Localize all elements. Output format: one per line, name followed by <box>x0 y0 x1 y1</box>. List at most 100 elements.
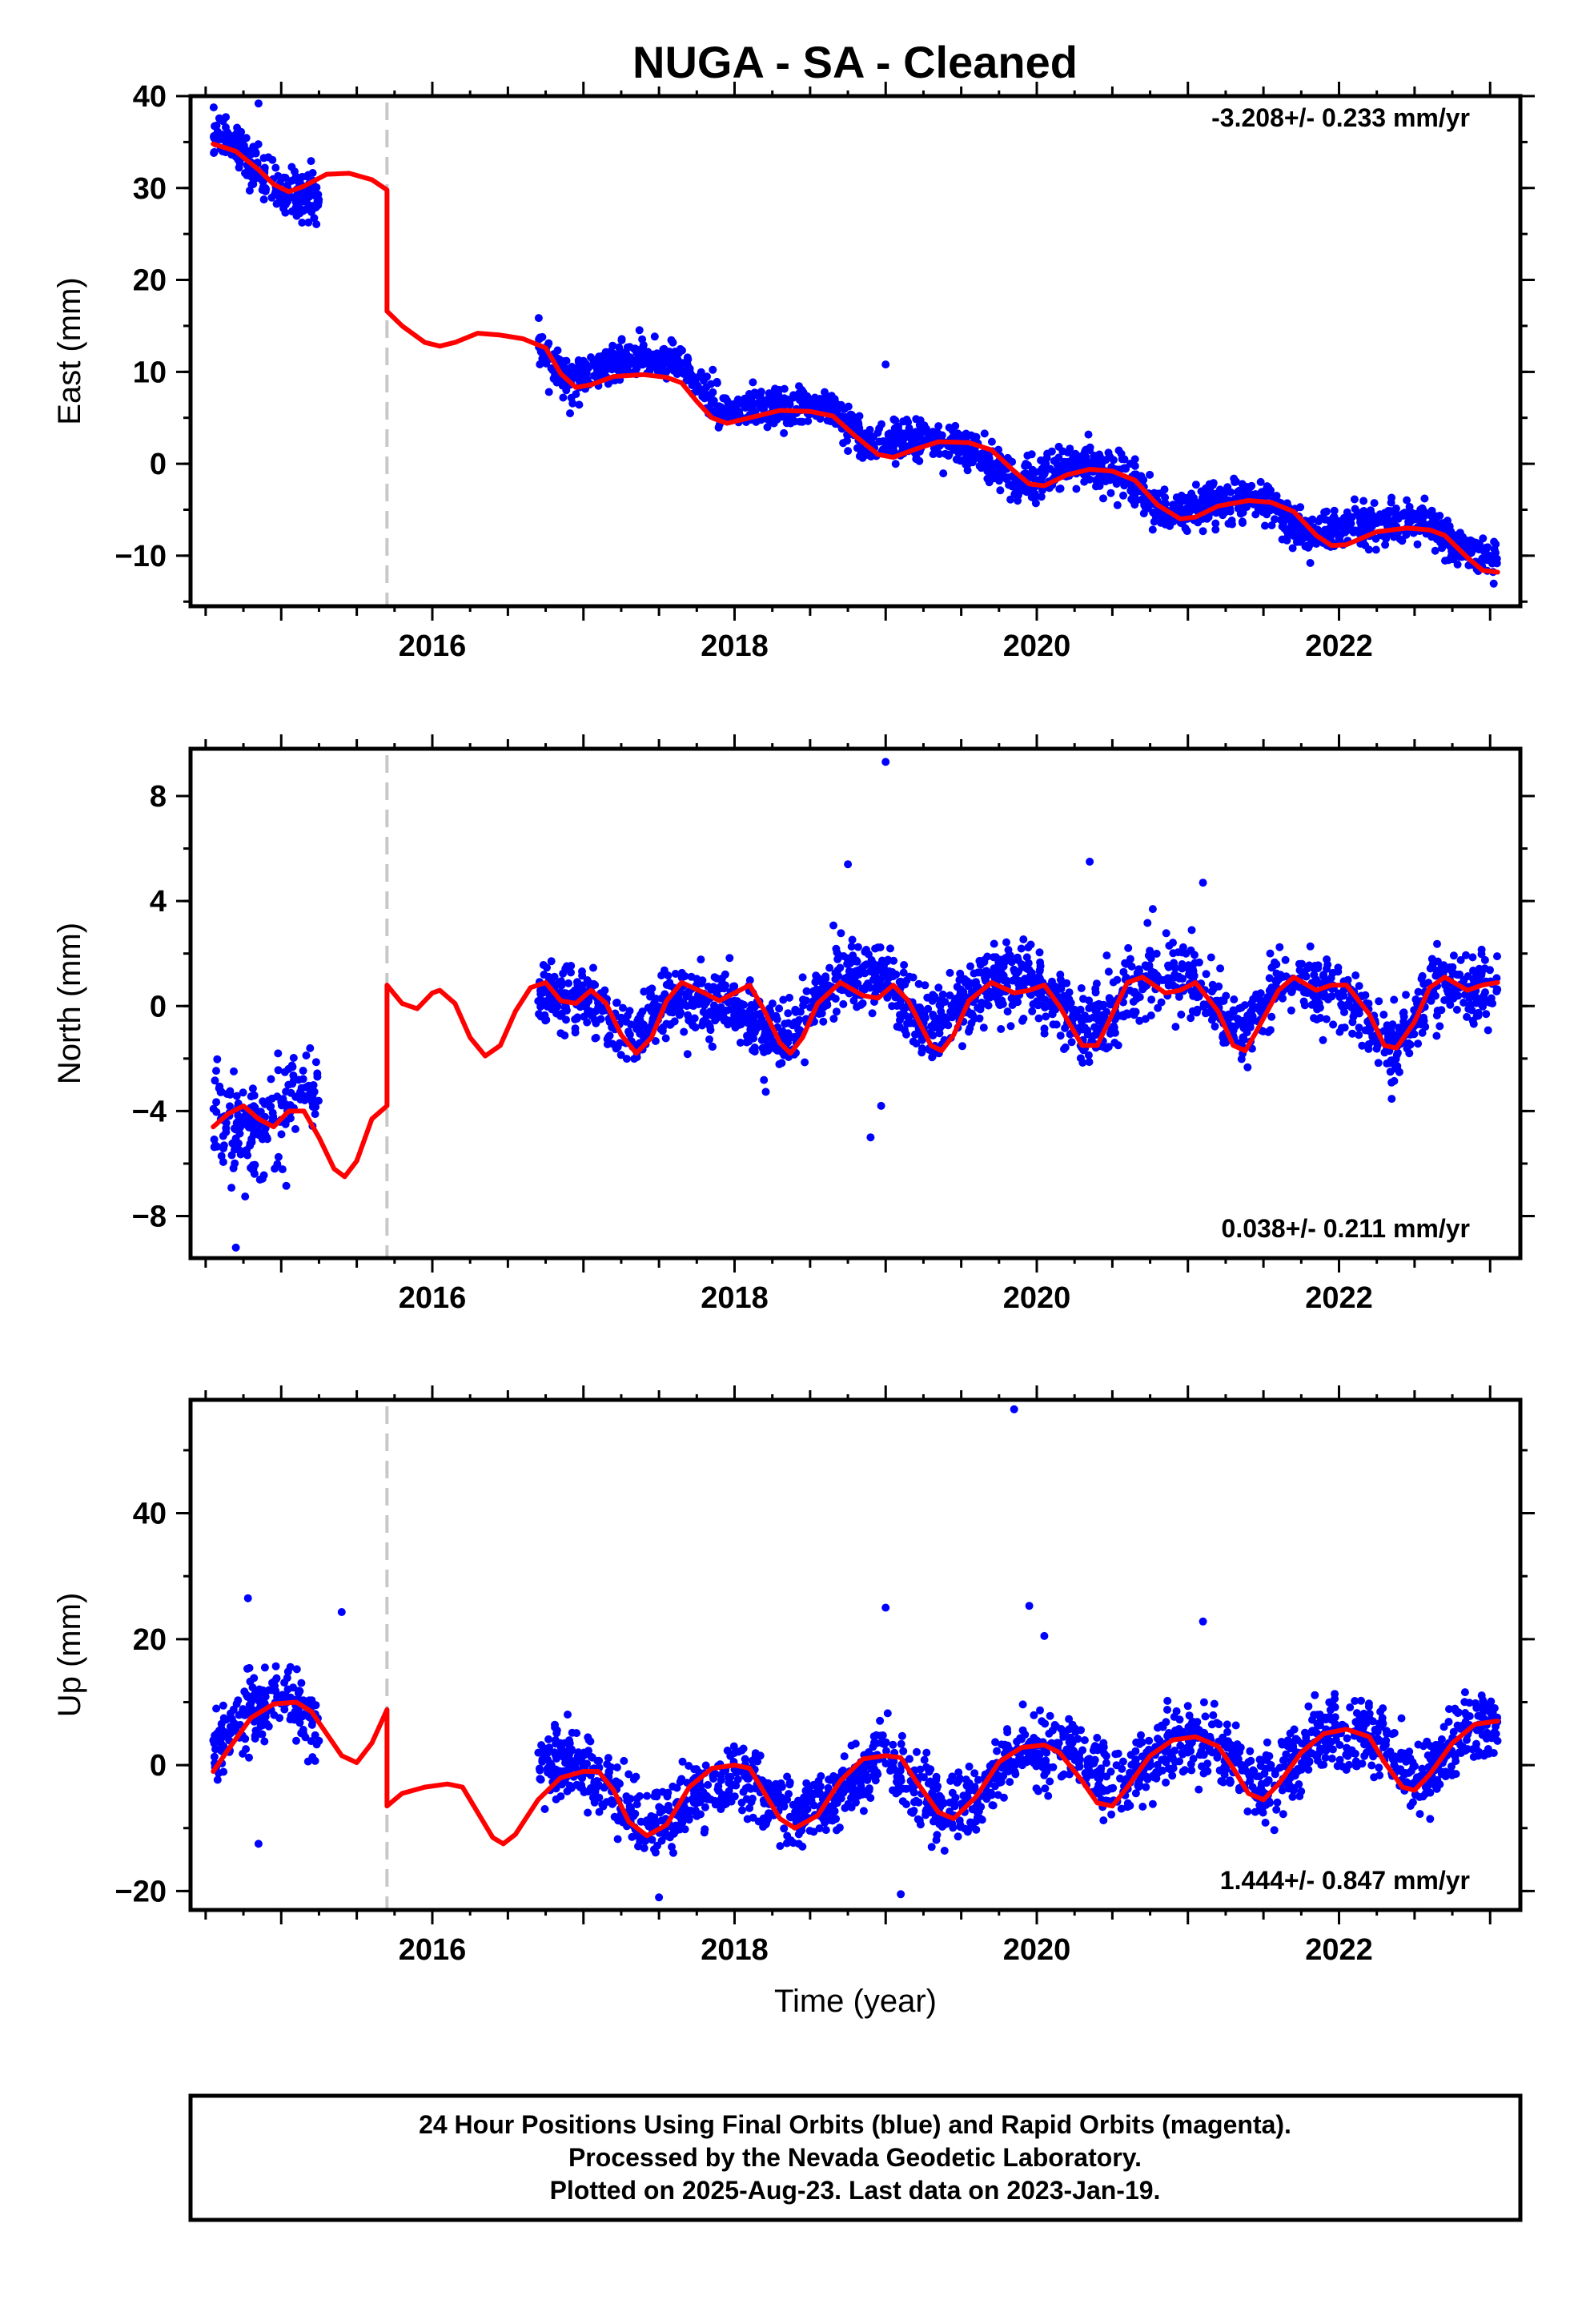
data-point <box>281 208 290 217</box>
data-point <box>1102 951 1111 960</box>
data-point <box>1487 553 1496 562</box>
data-point <box>1456 955 1465 964</box>
data-point <box>292 211 301 220</box>
data-point <box>616 1039 624 1047</box>
data-point <box>1019 935 1028 943</box>
data-point <box>1002 938 1010 947</box>
data-point <box>603 1035 612 1043</box>
data-point <box>1080 477 1089 486</box>
data-point <box>587 353 595 362</box>
data-point <box>1086 446 1094 455</box>
data-point <box>974 968 982 977</box>
data-point <box>916 416 925 424</box>
data-point <box>296 193 305 202</box>
data-point <box>1199 1003 1208 1011</box>
data-point <box>1493 952 1501 961</box>
data-point <box>1178 960 1186 968</box>
data-point <box>829 1015 838 1023</box>
data-point <box>568 399 577 408</box>
data-point <box>868 1009 877 1018</box>
data-point <box>1452 1005 1461 1014</box>
data-point <box>956 986 965 995</box>
data-point <box>904 418 913 427</box>
data-point <box>1092 482 1100 491</box>
data-point <box>1477 968 1486 977</box>
data-point <box>1388 1020 1397 1029</box>
data-point <box>1044 1791 1053 1800</box>
data-point <box>617 348 626 356</box>
data-point <box>250 1169 259 1178</box>
data-point <box>255 1176 264 1184</box>
data-point <box>1246 1747 1255 1755</box>
data-point <box>264 153 273 162</box>
data-point <box>1417 519 1426 528</box>
data-point <box>1275 943 1284 951</box>
data-point <box>1229 1006 1238 1015</box>
data-point <box>234 1696 243 1705</box>
data-point <box>798 390 807 399</box>
data-point <box>702 1011 711 1020</box>
data-point <box>1034 1014 1043 1023</box>
data-point <box>788 1033 797 1042</box>
data-point <box>275 1714 284 1723</box>
data-point <box>1329 1020 1338 1029</box>
data-point <box>223 128 232 137</box>
data-point <box>1248 1012 1257 1021</box>
x-tick-label: 2022 <box>1305 629 1373 663</box>
data-point <box>1028 1007 1037 1015</box>
x-tick-label: 2018 <box>701 629 769 663</box>
data-point <box>312 220 321 228</box>
data-point <box>1431 546 1439 555</box>
data-point <box>1158 515 1166 524</box>
data-point <box>1460 999 1468 1007</box>
data-point <box>547 957 556 966</box>
data-point <box>1219 1033 1227 1042</box>
data-point <box>638 335 647 344</box>
data-point <box>1379 1011 1388 1019</box>
data-point <box>1146 470 1154 479</box>
data-point <box>677 968 686 977</box>
data-point <box>243 1146 251 1155</box>
data-point <box>239 1749 247 1758</box>
data-point <box>1397 1714 1406 1723</box>
data-point <box>1185 965 1194 974</box>
data-point <box>1191 951 1199 959</box>
data-point <box>211 1745 219 1754</box>
data-point <box>221 135 230 144</box>
data-point <box>274 1049 283 1058</box>
data-point <box>832 399 841 408</box>
data-point <box>539 988 548 997</box>
data-point <box>915 456 924 465</box>
data-point <box>213 1142 221 1151</box>
data-point <box>298 219 307 227</box>
data-point <box>1487 994 1496 1003</box>
y-axis-label: East (mm) <box>52 277 87 424</box>
data-point <box>975 1014 984 1023</box>
data-point <box>291 1124 299 1133</box>
data-point <box>1093 1004 1102 1013</box>
data-point <box>1085 1058 1094 1067</box>
data-point <box>829 921 837 930</box>
data-point <box>213 1055 222 1063</box>
data-point <box>1393 1062 1402 1071</box>
data-point <box>288 193 297 202</box>
data-point <box>1056 485 1065 493</box>
data-point <box>907 435 916 444</box>
data-point <box>1489 579 1498 588</box>
data-point <box>612 999 620 1007</box>
data-point <box>1239 1034 1248 1043</box>
data-point <box>861 947 869 956</box>
data-point <box>310 214 319 223</box>
y-tick-label: 0 <box>150 990 167 1023</box>
data-point <box>1361 541 1370 549</box>
data-point <box>932 446 941 455</box>
data-point <box>1448 969 1457 978</box>
data-point <box>1091 1012 1100 1021</box>
data-point <box>231 1243 240 1252</box>
data-point <box>539 961 548 969</box>
data-point <box>239 1088 247 1097</box>
data-point <box>1130 455 1139 464</box>
data-point <box>761 1029 769 1038</box>
data-point <box>814 989 823 997</box>
data-point <box>227 1151 236 1160</box>
